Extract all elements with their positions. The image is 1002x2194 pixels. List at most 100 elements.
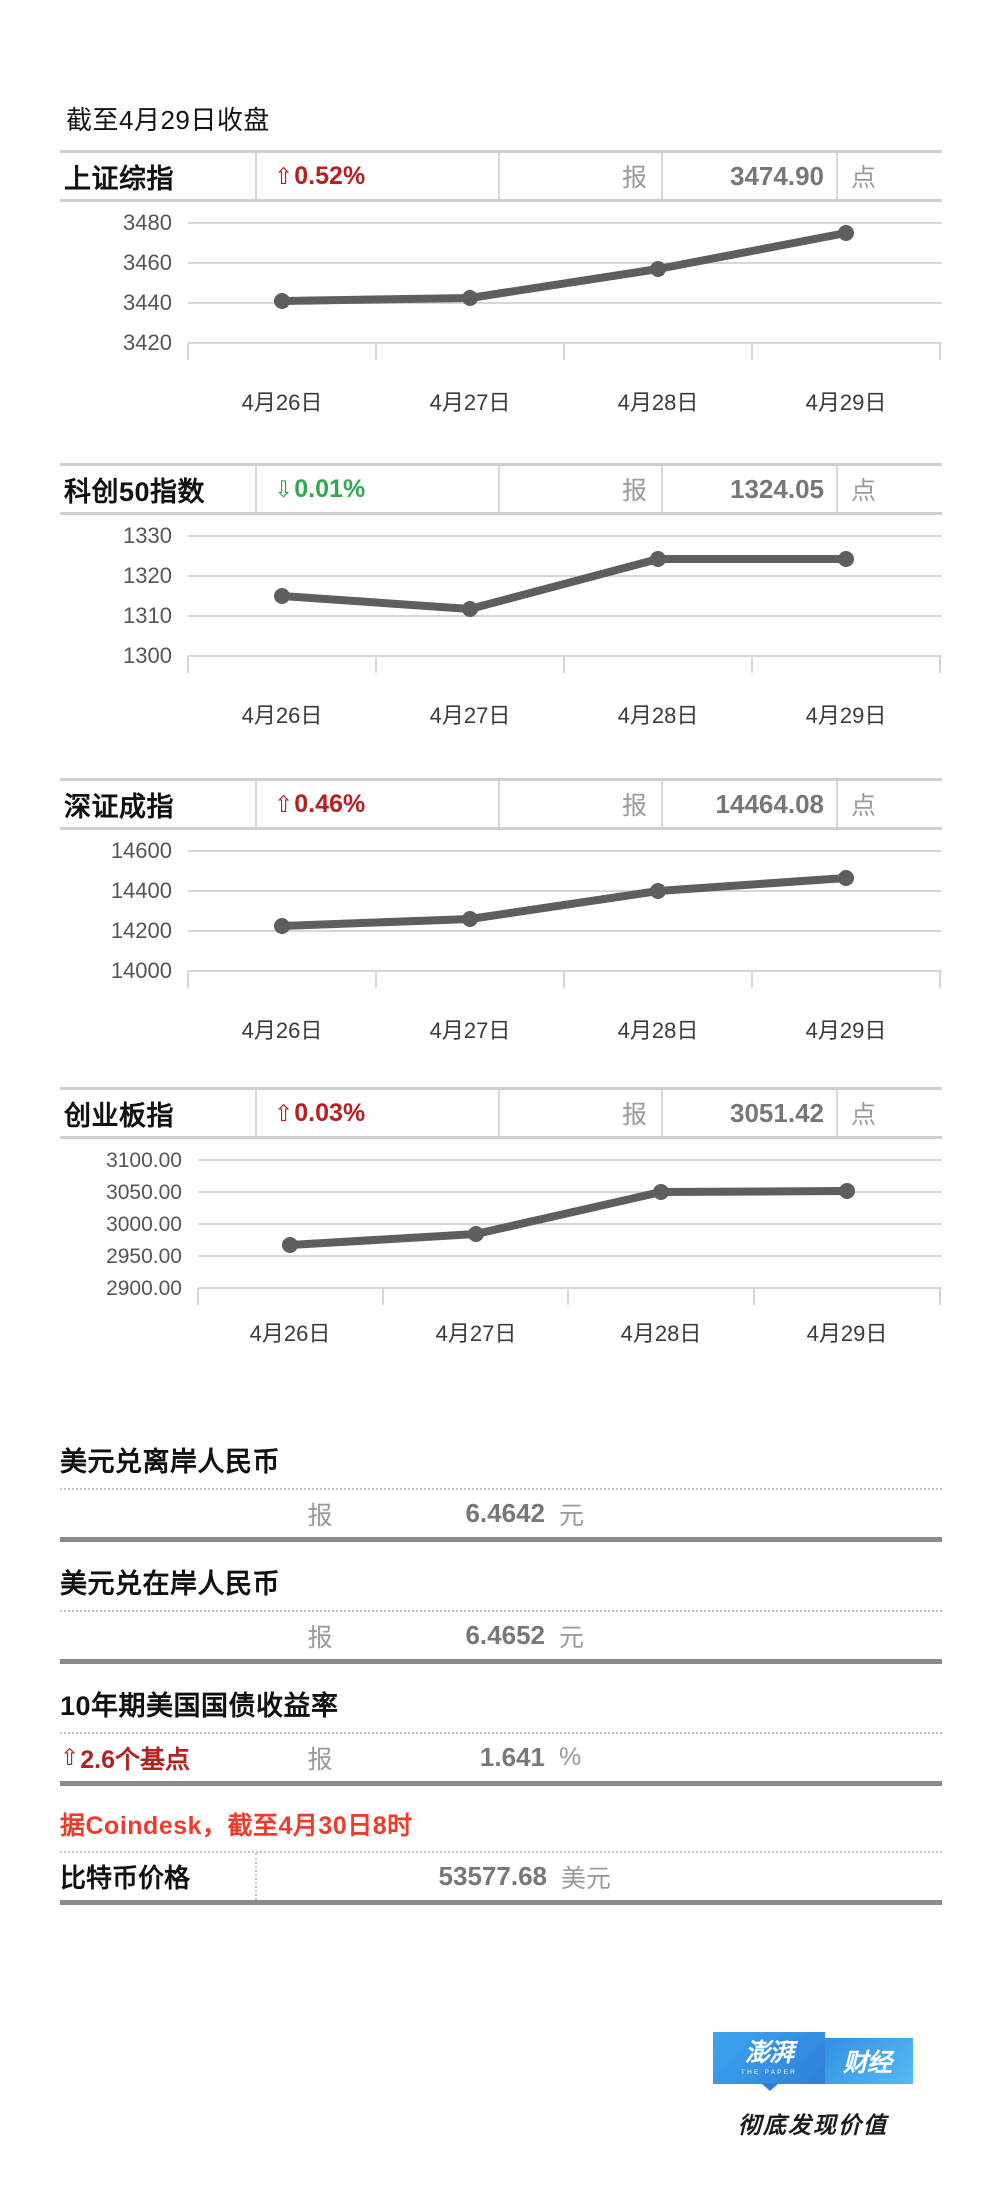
svg-text:2900.00: 2900.00 [106, 1277, 182, 1300]
logo-tagline: 彻底发现价值 [738, 2113, 888, 2138]
line-chart-svg: 14600 14400 14200 14000 [111, 838, 942, 988]
fx-block-offshore-cny: 美元兑离岸人民币 报 6.4642 元 [60, 1440, 942, 1542]
index-change-value: 0.01% [294, 474, 366, 503]
treasury-value: 1.641 [479, 1742, 545, 1772]
y-axis-tick-labels: 14600 14400 14200 14000 [111, 838, 172, 983]
arrow-up-icon: ⇧ [274, 162, 294, 189]
bitcoin-row: 比特币价格 53577.68 美元 [60, 1851, 942, 1905]
quote-label: 报 [307, 1745, 333, 1774]
svg-text:1320: 1320 [123, 563, 172, 588]
arrow-up-icon: ⇧ [60, 1744, 80, 1770]
x-axis-ticks [187, 343, 941, 360]
svg-text:14200: 14200 [111, 918, 172, 943]
index-change: ⇧ 0.52% [255, 153, 498, 199]
fx-unit: 元 [559, 1623, 585, 1652]
logo-en-primary: THE PAPER [740, 2068, 798, 2076]
index-change: ⇧ 0.03% [255, 1090, 498, 1136]
series-line [278, 874, 850, 930]
treasury-change: ⇧ 2.6个基点 [60, 1734, 255, 1781]
bitcoin-label: 比特币价格 [60, 1863, 191, 1893]
x-axis-ticks [187, 656, 941, 673]
x-axis-ticks [197, 1288, 941, 1305]
svg-text:1330: 1330 [123, 523, 172, 548]
index-name: 深证成指 [64, 791, 174, 822]
series-points [274, 870, 854, 934]
quote-label: 报 [307, 1623, 333, 1652]
fx-unit: 元 [559, 1501, 585, 1530]
x-tick-label: 4月26日 [241, 1018, 323, 1043]
page-caption: 截至4月29日收盘 [66, 105, 270, 135]
line-chart-svg: 1330 1320 1310 1300 [123, 523, 942, 673]
logo-marks: 澎湃 THE PAPER 财经 [688, 2032, 938, 2091]
series-points [274, 551, 854, 617]
bitcoin-source-note: 据Coindesk，截至4月30日8时 [60, 1812, 413, 1840]
x-tick-label: 4月27日 [429, 703, 511, 728]
fx-value: 6.4642 [465, 1498, 545, 1528]
bitcoin-block: 据Coindesk，截至4月30日8时 比特币价格 53577.68 美元 [60, 1806, 942, 1905]
index-change: ⇧ 0.46% [255, 781, 498, 827]
x-tick-label: 4月28日 [617, 390, 699, 415]
quote-label: 报 [498, 466, 661, 512]
index-name: 创业板指 [64, 1100, 174, 1131]
fx-title: 美元兑在岸人民币 [60, 1569, 280, 1599]
index-change-value: 0.03% [294, 1098, 366, 1127]
x-tick-label: 4月26日 [249, 1321, 331, 1346]
x-tick-label: 4月27日 [429, 390, 511, 415]
svg-text:3480: 3480 [123, 210, 172, 235]
series-points [282, 1183, 855, 1253]
index-change-value: 0.46% [294, 789, 366, 818]
index-name: 科创50指数 [64, 476, 206, 507]
svg-text:3420: 3420 [123, 330, 172, 355]
index-value: 3051.42 [661, 1090, 836, 1136]
svg-text:3000.00: 3000.00 [106, 1213, 182, 1236]
svg-text:14000: 14000 [111, 958, 172, 983]
x-axis-labels: 4月26日 4月27日 4月28日 4月29日 [60, 1011, 942, 1045]
quote-label: 报 [498, 153, 661, 199]
gridlines [188, 535, 942, 657]
index-unit: 点 [836, 466, 942, 512]
x-tick-label: 4月28日 [617, 1018, 699, 1043]
arrow-up-icon: ⇧ [274, 790, 294, 817]
fx-spacer [60, 1490, 255, 1537]
svg-text:14600: 14600 [111, 838, 172, 863]
x-tick-label: 4月27日 [435, 1321, 517, 1346]
chart-shanghai-composite: 3480 3460 3440 3420 [60, 208, 942, 415]
row-divider [255, 1853, 257, 1900]
gridlines [188, 850, 942, 972]
x-tick-label: 4月27日 [429, 1018, 511, 1043]
x-tick-label: 4月28日 [617, 703, 699, 728]
arrow-down-icon: ⇩ [274, 475, 294, 502]
svg-text:3050.00: 3050.00 [106, 1181, 182, 1204]
treasury-yield-block: 10年期美国国债收益率 ⇧ 2.6个基点 报 1.641 % [60, 1684, 942, 1786]
index-unit: 点 [836, 781, 942, 827]
index-value: 3474.90 [661, 153, 836, 199]
x-axis-labels: 4月26日 4月27日 4月28日 4月29日 [60, 383, 942, 417]
x-tick-label: 4月26日 [241, 703, 323, 728]
y-axis-tick-labels: 3480 3460 3440 3420 [123, 210, 172, 355]
brand-logo: 澎湃 THE PAPER 财经 彻底发现价值 [688, 2032, 938, 2140]
arrow-up-icon: ⇧ [274, 1099, 294, 1126]
x-tick-label: 4月26日 [241, 390, 323, 415]
index-unit: 点 [836, 153, 942, 199]
svg-text:3100.00: 3100.00 [106, 1149, 182, 1172]
x-axis-labels: 4月26日 4月27日 4月28日 4月29日 [60, 696, 942, 730]
index-name: 上证综指 [64, 163, 174, 194]
quote-label: 报 [307, 1501, 333, 1530]
quote-label: 报 [498, 781, 661, 827]
index-block-star50: 科创50指数 ⇩ 0.01% 报 1324.05 点 1330 1320 1310… [60, 463, 942, 728]
fx-block-onshore-cny: 美元兑在岸人民币 报 6.4652 元 [60, 1562, 942, 1664]
series-line [278, 229, 850, 305]
series-points [274, 225, 854, 309]
line-chart-svg: 3480 3460 3440 3420 [123, 210, 942, 360]
logo-cn-primary: 澎湃 [744, 2039, 794, 2067]
treasury-change-value: 2.6个基点 [80, 1745, 191, 1774]
x-tick-label: 4月29日 [805, 1018, 887, 1043]
svg-text:1300: 1300 [123, 643, 172, 668]
fx-row: 报 6.4642 元 [60, 1488, 942, 1542]
bitcoin-unit: 美元 [561, 1864, 612, 1893]
treasury-unit: % [559, 1743, 582, 1771]
index-unit: 点 [836, 1090, 942, 1136]
chart-chinext: 3100.00 3050.00 3000.00 2950.00 2900.00 [60, 1145, 942, 1346]
fx-value: 6.4652 [465, 1620, 545, 1650]
